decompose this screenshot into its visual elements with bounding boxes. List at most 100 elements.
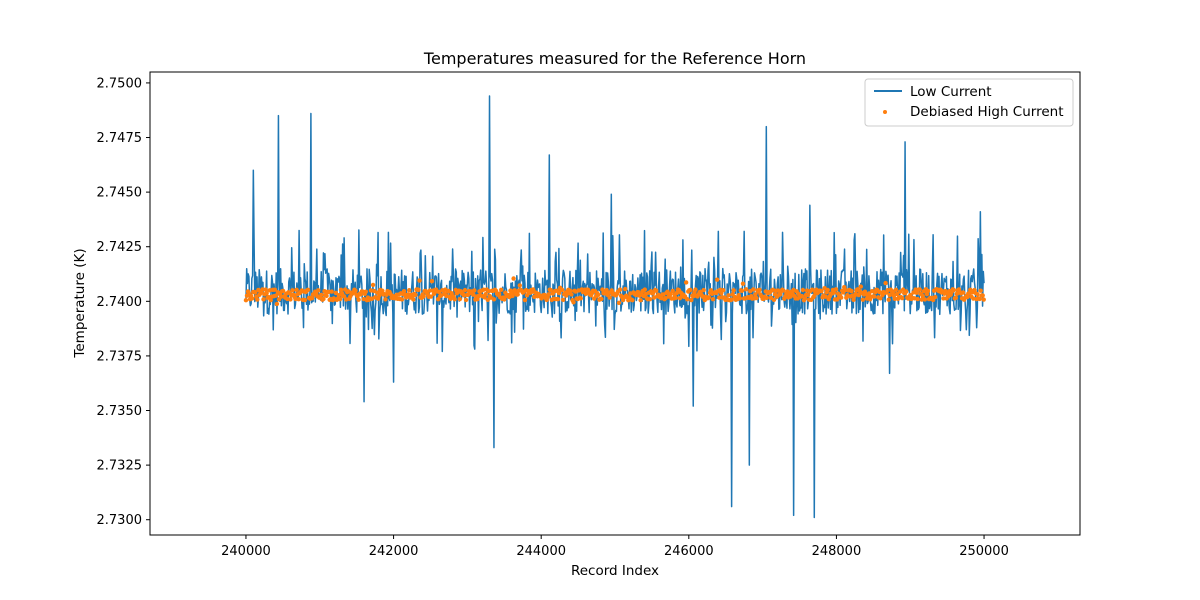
scatter-point — [872, 294, 877, 299]
scatter-point — [568, 288, 573, 294]
scatter-point — [860, 297, 866, 302]
scatter-point — [510, 293, 515, 299]
scatter-point — [571, 300, 576, 305]
scatter-point — [764, 295, 769, 300]
scatter-point — [452, 297, 457, 302]
scatter-point — [463, 297, 469, 303]
scatter-point — [253, 290, 258, 295]
scatter-point — [457, 296, 463, 302]
scatter-point — [894, 291, 900, 297]
scatter-point — [851, 297, 856, 302]
x-axis-label: Record Index — [571, 563, 659, 579]
scatter-point — [333, 290, 339, 296]
scatter-point — [701, 287, 706, 293]
scatter-point — [914, 290, 919, 295]
scatter-point — [731, 288, 736, 293]
axes: 240000 242000 244000 246000 248000 250000 2.73… — [97, 71, 1081, 559]
scatter-point — [878, 296, 883, 301]
y-tick-label: 2.7500 — [97, 76, 143, 91]
scatter-point — [897, 289, 903, 294]
scatter-point — [726, 293, 731, 298]
scatter-point — [838, 295, 844, 300]
scatter-point — [417, 278, 422, 283]
scatter-point — [781, 288, 786, 293]
scatter-point — [256, 287, 261, 293]
scatter-point — [431, 291, 437, 297]
scatter-point — [607, 295, 612, 300]
scatter-point — [341, 294, 347, 299]
scatter-point — [805, 292, 811, 298]
scatter-point — [370, 282, 376, 288]
scatter-point — [825, 287, 830, 293]
scatter-point — [407, 288, 412, 293]
scatter-point — [653, 288, 659, 293]
scatter-point — [296, 297, 301, 302]
scatter-point — [264, 291, 269, 296]
x-tick-label: 244000 — [516, 544, 566, 559]
scatter-point — [941, 296, 946, 301]
scatter-point — [688, 287, 693, 293]
scatter-point — [260, 287, 265, 292]
scatter-point — [498, 287, 504, 292]
scatter-point — [274, 301, 280, 307]
scatter-point — [616, 300, 622, 306]
series-scatter-debiased-high-current — [243, 276, 986, 307]
scatter-point — [319, 292, 324, 297]
scatter-point — [446, 288, 451, 294]
scatter-point — [721, 287, 726, 293]
scatter-point — [708, 288, 714, 293]
scatter-point — [960, 290, 966, 295]
scatter-point — [337, 296, 343, 302]
scatter-point — [416, 287, 421, 292]
legend: Low Current Debiased High Current — [864, 78, 1074, 127]
plot-area — [243, 95, 986, 519]
scatter-point — [819, 288, 824, 294]
scatter-point — [517, 283, 522, 288]
scatter-point — [427, 288, 433, 293]
scatter-point — [569, 292, 574, 297]
scatter-point — [978, 288, 983, 293]
scatter-point — [255, 297, 260, 302]
scatter-point — [399, 297, 405, 302]
scatter-point — [596, 292, 601, 297]
x-tick-label: 246000 — [664, 544, 714, 559]
scatter-point — [280, 288, 286, 294]
scatter-point — [925, 288, 931, 294]
scatter-point — [502, 297, 507, 302]
scatter-point — [710, 297, 716, 302]
scatter-point — [243, 298, 249, 303]
scatter-point — [915, 296, 920, 302]
scatter-point — [329, 289, 334, 294]
scatter-point — [892, 296, 898, 302]
x-tick-label: 248000 — [812, 544, 862, 559]
scatter-point — [481, 287, 486, 292]
scatter-point — [578, 296, 583, 301]
y-tick-label: 2.7475 — [97, 131, 143, 146]
scatter-point — [305, 287, 311, 293]
scatter-point — [693, 287, 698, 292]
scatter-point — [831, 290, 837, 295]
x-tick-label: 240000 — [221, 544, 271, 559]
legend-swatch-debiased-high-current — [883, 110, 887, 114]
scatter-point — [263, 287, 268, 292]
scatter-point — [706, 295, 712, 300]
scatter-point — [920, 294, 925, 299]
scatter-point — [800, 287, 806, 293]
scatter-point — [977, 296, 982, 302]
scatter-point — [754, 295, 759, 301]
scatter-point — [893, 287, 899, 292]
scatter-point — [729, 297, 734, 302]
scatter-point — [302, 297, 308, 303]
scatter-point — [638, 297, 643, 303]
scatter-point — [309, 295, 315, 301]
scatter-point — [823, 294, 828, 299]
scatter-point — [883, 280, 888, 286]
scatter-point — [261, 297, 266, 302]
scatter-point — [932, 294, 938, 300]
scatter-point — [753, 292, 758, 297]
scatter-point — [413, 292, 418, 298]
y-axis-label: Temperature (K) — [72, 248, 88, 358]
scatter-point — [630, 297, 635, 303]
scatter-point — [951, 287, 956, 293]
